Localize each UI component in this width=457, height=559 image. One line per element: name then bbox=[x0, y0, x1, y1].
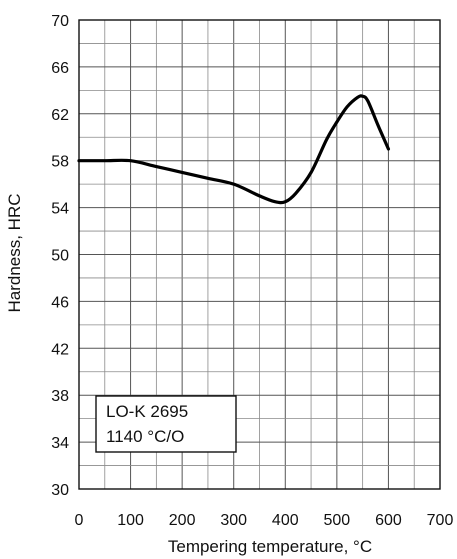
y-tick-label: 38 bbox=[51, 388, 69, 405]
x-tick-label: 300 bbox=[220, 512, 247, 529]
hardness-series-line bbox=[77, 94, 391, 205]
grid-lines bbox=[78, 19, 441, 490]
x-tick-label: 200 bbox=[169, 512, 196, 529]
annotation-line-austenitizing: 1140 °C/O bbox=[106, 427, 184, 446]
y-axis-tick-labels: 30 34 38 42 46 50 54 58 62 66 70 bbox=[51, 13, 69, 499]
y-tick-label: 46 bbox=[51, 294, 69, 311]
x-tick-label: 100 bbox=[117, 512, 144, 529]
y-tick-label: 54 bbox=[51, 201, 69, 218]
x-tick-label: 500 bbox=[324, 512, 351, 529]
plot-frame bbox=[78, 19, 441, 490]
x-tick-label: 400 bbox=[272, 512, 299, 529]
x-tick-label: 600 bbox=[375, 512, 402, 529]
y-axis-label: Hardness, HRC bbox=[5, 193, 24, 312]
alloy-annotation-box: LO-K 2695 1140 °C/O bbox=[95, 395, 237, 453]
x-axis-tick-labels: 0 100 200 300 400 500 600 700 bbox=[75, 512, 454, 529]
y-tick-label: 30 bbox=[51, 482, 69, 499]
y-tick-label: 34 bbox=[51, 435, 69, 452]
y-tick-label: 50 bbox=[51, 248, 69, 265]
y-tick-label: 70 bbox=[51, 13, 69, 30]
y-tick-label: 42 bbox=[51, 341, 69, 358]
annotation-frame bbox=[95, 395, 237, 453]
x-axis-label: Tempering temperature, °C bbox=[168, 537, 372, 556]
x-tick-label: 0 bbox=[75, 512, 84, 529]
y-tick-label: 66 bbox=[51, 60, 69, 77]
y-tick-label: 58 bbox=[51, 154, 69, 171]
y-tick-label: 62 bbox=[51, 107, 69, 124]
annotation-line-alloy: LO-K 2695 bbox=[106, 402, 188, 421]
x-tick-label: 700 bbox=[427, 512, 454, 529]
